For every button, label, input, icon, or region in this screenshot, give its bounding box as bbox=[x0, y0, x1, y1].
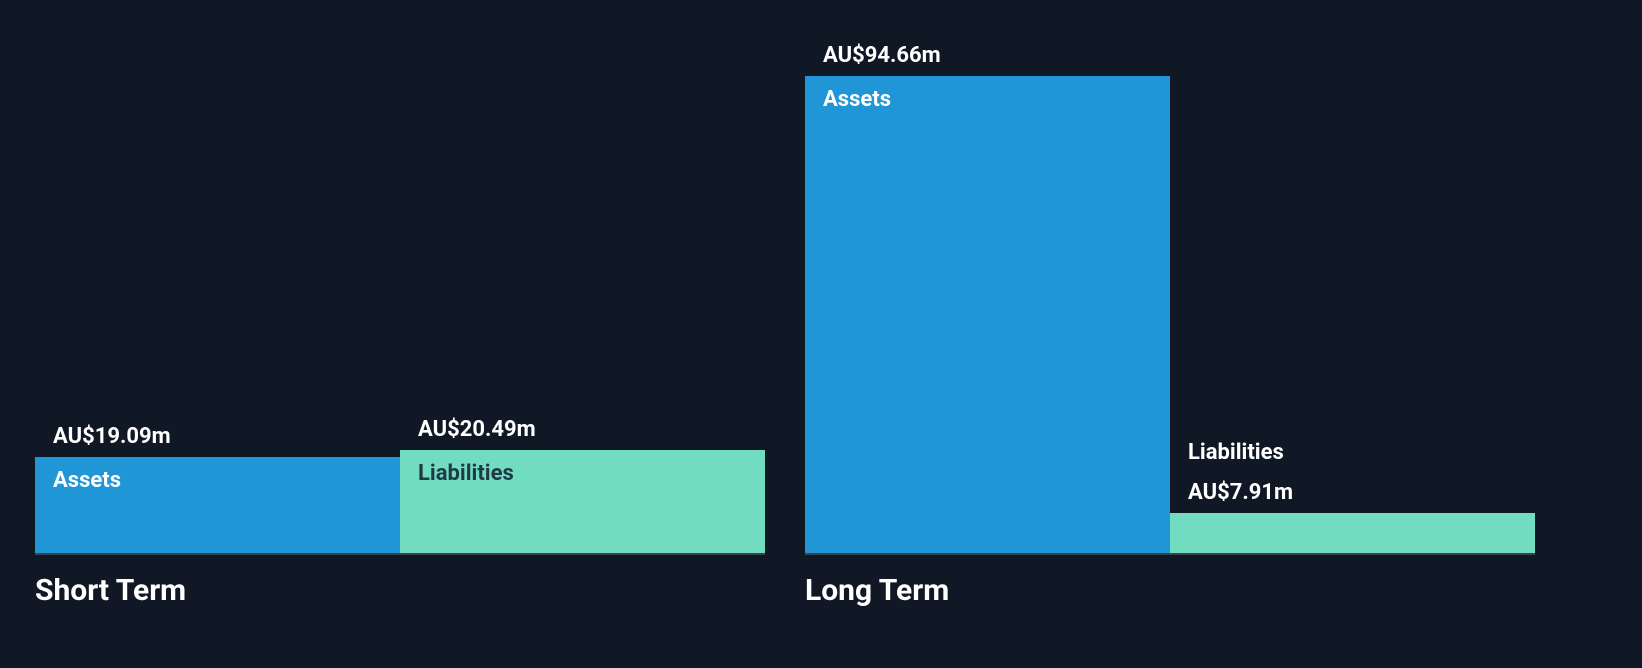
value-short-assets: AU$19.09m bbox=[53, 424, 171, 449]
chart-area-short: AU$19.09m Assets AU$20.49m Liabilities bbox=[35, 0, 765, 555]
panel-short-term: AU$19.09m Assets AU$20.49m Liabilities S… bbox=[35, 0, 765, 608]
bar-long-assets bbox=[805, 76, 1170, 553]
panel-title-short: Short Term bbox=[35, 573, 765, 608]
bar-long-liabilities bbox=[1170, 513, 1535, 553]
value-short-liabilities: AU$20.49m bbox=[418, 417, 536, 442]
label-long-assets: Assets bbox=[823, 87, 891, 112]
value-long-assets: AU$94.66m bbox=[823, 43, 941, 68]
label-long-liabilities: Liabilities bbox=[1188, 440, 1284, 465]
value-long-liabilities: AU$7.91m bbox=[1188, 480, 1293, 505]
panel-title-long: Long Term bbox=[805, 573, 1535, 608]
label-short-liabilities: Liabilities bbox=[418, 461, 514, 486]
panel-long-term: AU$94.66m Assets AU$7.91m Liabilities Lo… bbox=[805, 0, 1535, 608]
chart-area-long: AU$94.66m Assets AU$7.91m Liabilities bbox=[805, 0, 1535, 555]
label-short-assets: Assets bbox=[53, 468, 121, 493]
